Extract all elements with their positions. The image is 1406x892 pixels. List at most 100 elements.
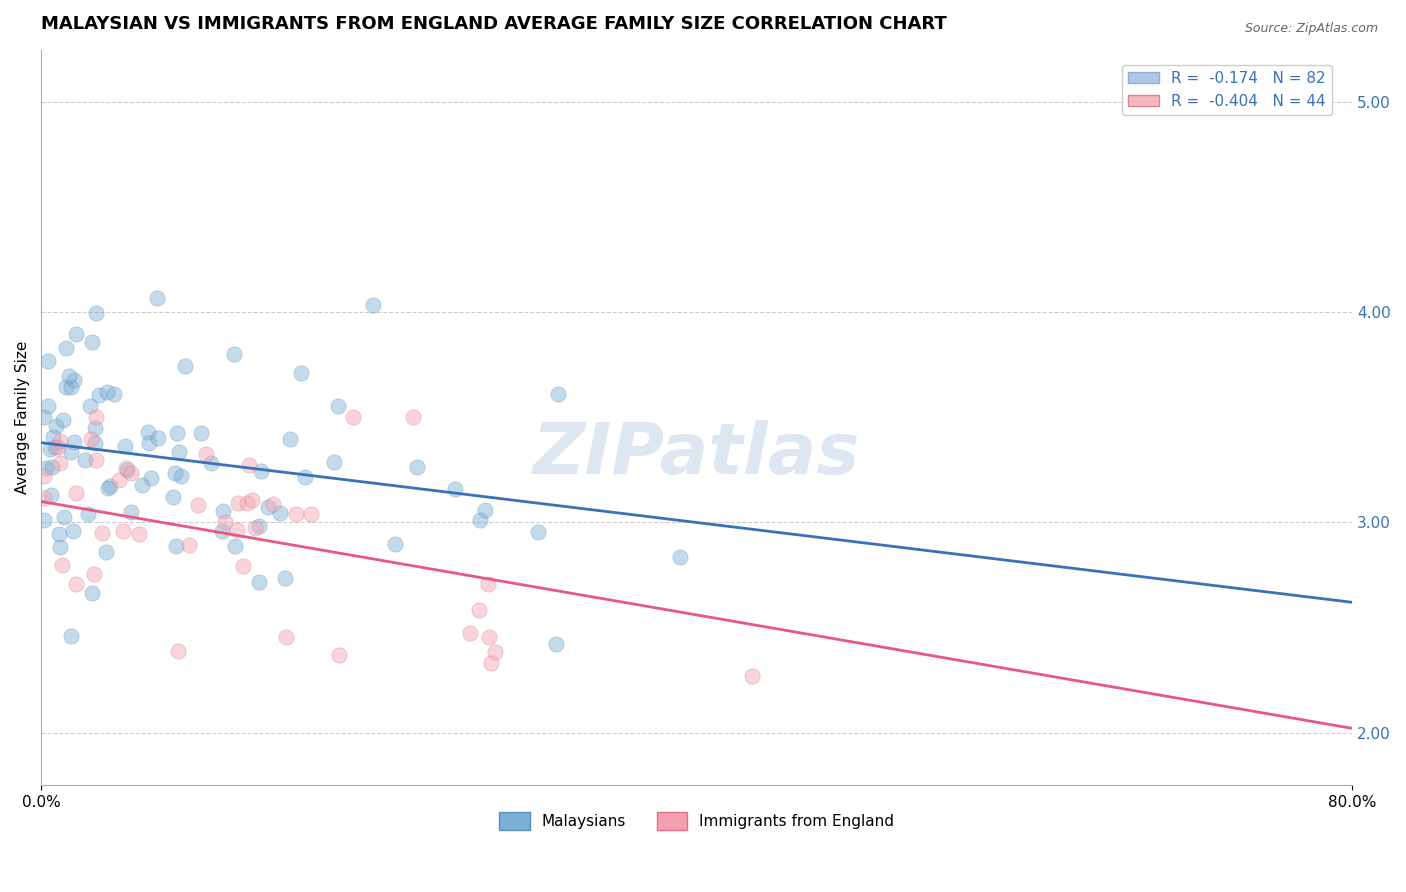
Point [468, 513, 491, 527]
Point [83, 436, 105, 450]
Point [226, 523, 249, 537]
Point [547, 387, 569, 401]
Text: Source: ZipAtlas.com: Source: ZipAtlas.com [1244, 22, 1378, 36]
Point [63, 373, 86, 387]
Point [479, 656, 502, 670]
Point [44, 440, 66, 454]
Point [59, 629, 82, 643]
Point [103, 387, 125, 401]
Point [120, 467, 142, 481]
Point [114, 439, 136, 453]
Point [224, 540, 246, 554]
Text: ZIPatlas: ZIPatlas [533, 420, 860, 489]
Point [211, 524, 233, 539]
Point [211, 504, 233, 518]
Point [323, 455, 346, 469]
Point [384, 537, 406, 551]
Point [195, 447, 218, 461]
Point [138, 436, 160, 450]
Point [96, 384, 118, 399]
Point [200, 456, 222, 470]
Point [474, 503, 496, 517]
Point [49, 541, 72, 555]
Text: MALAYSIAN VS IMMIGRANTS FROM ENGLAND AVERAGE FAMILY SIZE CORRELATION CHART: MALAYSIAN VS IMMIGRANTS FROM ENGLAND AVE… [41, 15, 946, 33]
Point [34, 513, 56, 527]
Point [284, 507, 307, 521]
Point [250, 464, 273, 478]
Point [262, 497, 284, 511]
Point [145, 291, 167, 305]
Point [114, 461, 136, 475]
Point [51, 558, 73, 572]
Point [49, 434, 72, 448]
Point [75, 452, 97, 467]
Point [165, 466, 187, 480]
Point [60, 444, 83, 458]
Point [115, 463, 138, 477]
Point [232, 559, 254, 574]
Point [226, 496, 249, 510]
Point [245, 521, 267, 535]
Point [39, 488, 62, 502]
Point [247, 519, 270, 533]
Point [55, 341, 77, 355]
Point [290, 366, 312, 380]
Point [65, 577, 87, 591]
Point [39, 442, 62, 456]
Point [274, 630, 297, 644]
Point [62, 524, 84, 539]
Point [477, 576, 499, 591]
Legend: Malaysians, Immigrants from England: Malaysians, Immigrants from England [494, 805, 900, 837]
Point [65, 326, 87, 341]
Point [52, 412, 75, 426]
Point [62, 434, 84, 449]
Point [83, 421, 105, 435]
Point [97, 482, 120, 496]
Point [274, 571, 297, 585]
Point [80, 432, 103, 446]
Point [79, 399, 101, 413]
Point [458, 625, 481, 640]
Point [187, 498, 209, 512]
Point [34, 469, 56, 483]
Point [111, 524, 134, 538]
Point [190, 425, 212, 440]
Point [238, 458, 260, 472]
Point [170, 468, 193, 483]
Point [80, 334, 103, 349]
Point [162, 490, 184, 504]
Point [236, 495, 259, 509]
Point [41, 430, 63, 444]
Point [65, 486, 87, 500]
Point [96, 545, 118, 559]
Point [247, 574, 270, 589]
Point [477, 630, 499, 644]
Point [444, 482, 467, 496]
Point [741, 669, 763, 683]
Point [48, 527, 70, 541]
Point [214, 515, 236, 529]
Point [342, 410, 364, 425]
Point [484, 645, 506, 659]
Point [107, 473, 129, 487]
Point [37, 353, 59, 368]
Point [136, 425, 159, 439]
Point [527, 524, 550, 539]
Point [89, 388, 111, 402]
Point [257, 500, 280, 514]
Point [328, 648, 350, 662]
Point [139, 471, 162, 485]
Point [669, 549, 692, 564]
Point [83, 566, 105, 581]
Point [294, 470, 316, 484]
Point [59, 380, 82, 394]
Point [174, 359, 197, 373]
Point [58, 368, 80, 383]
Point [48, 440, 70, 454]
Point [222, 347, 245, 361]
Point [37, 400, 59, 414]
Point [41, 460, 63, 475]
Point [299, 507, 322, 521]
Point [165, 539, 187, 553]
Point [546, 637, 568, 651]
